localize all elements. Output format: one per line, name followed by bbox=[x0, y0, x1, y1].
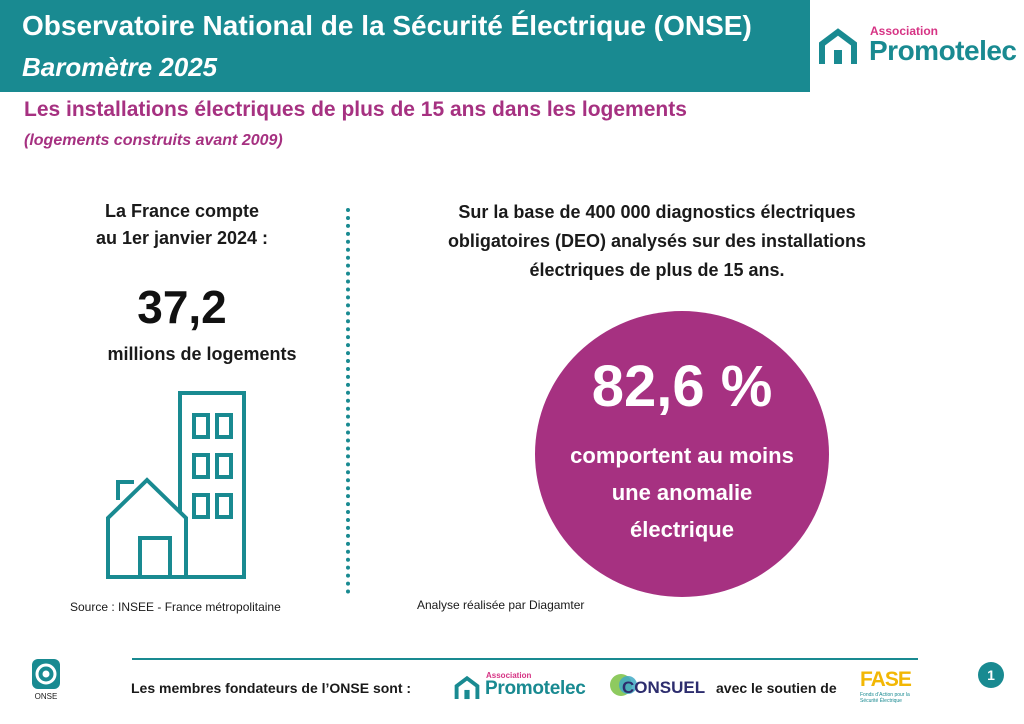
section-title: Les installations électriques de plus de… bbox=[24, 98, 687, 121]
consuel-swirl-icon bbox=[610, 674, 637, 696]
house-outline-icon bbox=[454, 675, 480, 700]
left-intro: La France compte au 1er janvier 2024 : bbox=[52, 198, 312, 252]
onse-target-icon bbox=[32, 659, 60, 689]
anomaly-caption-line-2: une anomalie bbox=[611, 480, 753, 505]
right-intro-line-1: Sur la base de 400 000 diagnostics élect… bbox=[458, 202, 856, 222]
section-subtitle: (logements construits avant 2009) bbox=[24, 132, 283, 149]
logo-association-label: Association bbox=[870, 24, 939, 38]
consuel-logo: CONSUEL bbox=[608, 670, 708, 702]
page-number-badge: 1 bbox=[978, 662, 1004, 688]
fase-name: FASE bbox=[860, 668, 912, 691]
anomaly-stat-circle: 82,6 % comportent au moins une anomalie … bbox=[535, 311, 829, 597]
onse-logo: ONSE bbox=[28, 658, 64, 704]
footer-divider bbox=[132, 658, 918, 660]
left-source-note: Source : INSEE - France métropolitaine bbox=[70, 600, 281, 614]
anomaly-caption-line-1: comportent au moins bbox=[570, 443, 794, 468]
anomaly-caption: comportent au moins une anomalie électri… bbox=[545, 437, 819, 548]
right-intro-line-2: obligatoires (DEO) analysés sur des inst… bbox=[447, 231, 867, 251]
dotted-divider bbox=[346, 208, 350, 594]
right-intro-line-3: électriques de plus de 15 ans. bbox=[529, 260, 785, 280]
footer-promotelec-name: Promotelec bbox=[485, 678, 586, 699]
logo-name: Promotelec bbox=[869, 35, 1017, 66]
page-title: Observatoire National de la Sécurité Éle… bbox=[22, 10, 752, 41]
promotelec-logo: Association Promotelec bbox=[818, 22, 1018, 70]
left-intro-line-2: au 1er janvier 2024 : bbox=[95, 228, 269, 248]
buildings-icon bbox=[106, 391, 246, 579]
housing-count-value: 37,2 bbox=[137, 281, 227, 333]
consuel-name: CONSUEL bbox=[622, 678, 706, 697]
fase-logo: FASE Fonds d’Action pour la Sécurité Éle… bbox=[858, 668, 920, 710]
right-source-note: Analyse réalisée par Diagamter bbox=[417, 598, 585, 612]
anomaly-caption-line-3: électrique bbox=[630, 517, 734, 542]
left-intro-line-1: La France compte bbox=[104, 201, 260, 221]
anomaly-percentage: 82,6 % bbox=[591, 354, 773, 419]
house-outline-icon bbox=[819, 28, 857, 64]
header-band: Observatoire National de la Sécurité Éle… bbox=[0, 0, 810, 92]
right-intro: Sur la base de 400 000 diagnostics élect… bbox=[392, 198, 922, 285]
housing-count-unit: millions de logements bbox=[107, 344, 297, 364]
footer-promotelec-logo: Association Promotelec bbox=[454, 669, 604, 703]
support-text: avec le soutien de bbox=[716, 680, 837, 696]
founders-text: Les membres fondateurs de l’ONSE sont : bbox=[131, 680, 412, 696]
footer-promotelec-assoc: Association bbox=[486, 671, 532, 680]
onse-label: ONSE bbox=[34, 692, 58, 701]
fase-description: Fonds d’Action pour la Sécurité Électriq… bbox=[860, 692, 910, 704]
page-subtitle: Baromètre 2025 bbox=[22, 52, 218, 82]
